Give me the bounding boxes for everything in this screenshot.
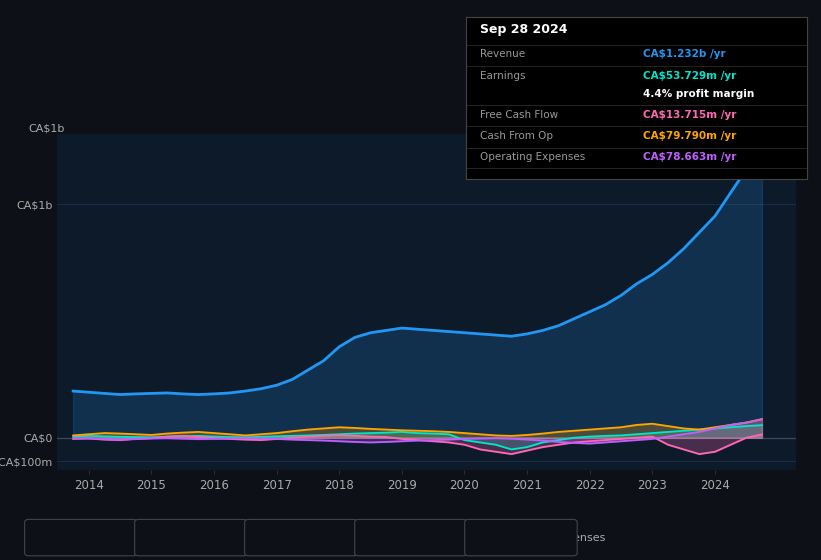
Text: CA$13.715m /yr: CA$13.715m /yr [644, 110, 737, 120]
Text: Earnings: Earnings [480, 71, 525, 81]
Text: CA$79.790m /yr: CA$79.790m /yr [644, 130, 736, 141]
Text: Sep 28 2024: Sep 28 2024 [480, 24, 567, 36]
Text: Earnings: Earnings [163, 533, 212, 543]
Text: Revenue: Revenue [480, 49, 525, 59]
Text: Free Cash Flow: Free Cash Flow [480, 110, 558, 120]
Text: Cash From Op: Cash From Op [383, 533, 461, 543]
Text: CA$78.663m /yr: CA$78.663m /yr [644, 152, 737, 162]
Text: Revenue: Revenue [53, 533, 102, 543]
Text: Free Cash Flow: Free Cash Flow [273, 533, 357, 543]
Text: Operating Expenses: Operating Expenses [493, 533, 606, 543]
Text: ●: ● [257, 533, 267, 543]
Text: ●: ● [367, 533, 377, 543]
Text: 4.4% profit margin: 4.4% profit margin [644, 89, 754, 99]
Text: Operating Expenses: Operating Expenses [480, 152, 585, 162]
Text: ●: ● [37, 533, 47, 543]
Text: ●: ● [147, 533, 157, 543]
Text: ●: ● [477, 533, 487, 543]
Text: CA$1b: CA$1b [29, 124, 65, 134]
Text: CA$53.729m /yr: CA$53.729m /yr [644, 71, 736, 81]
Text: Cash From Op: Cash From Op [480, 130, 553, 141]
Text: CA$1.232b /yr: CA$1.232b /yr [644, 49, 726, 59]
